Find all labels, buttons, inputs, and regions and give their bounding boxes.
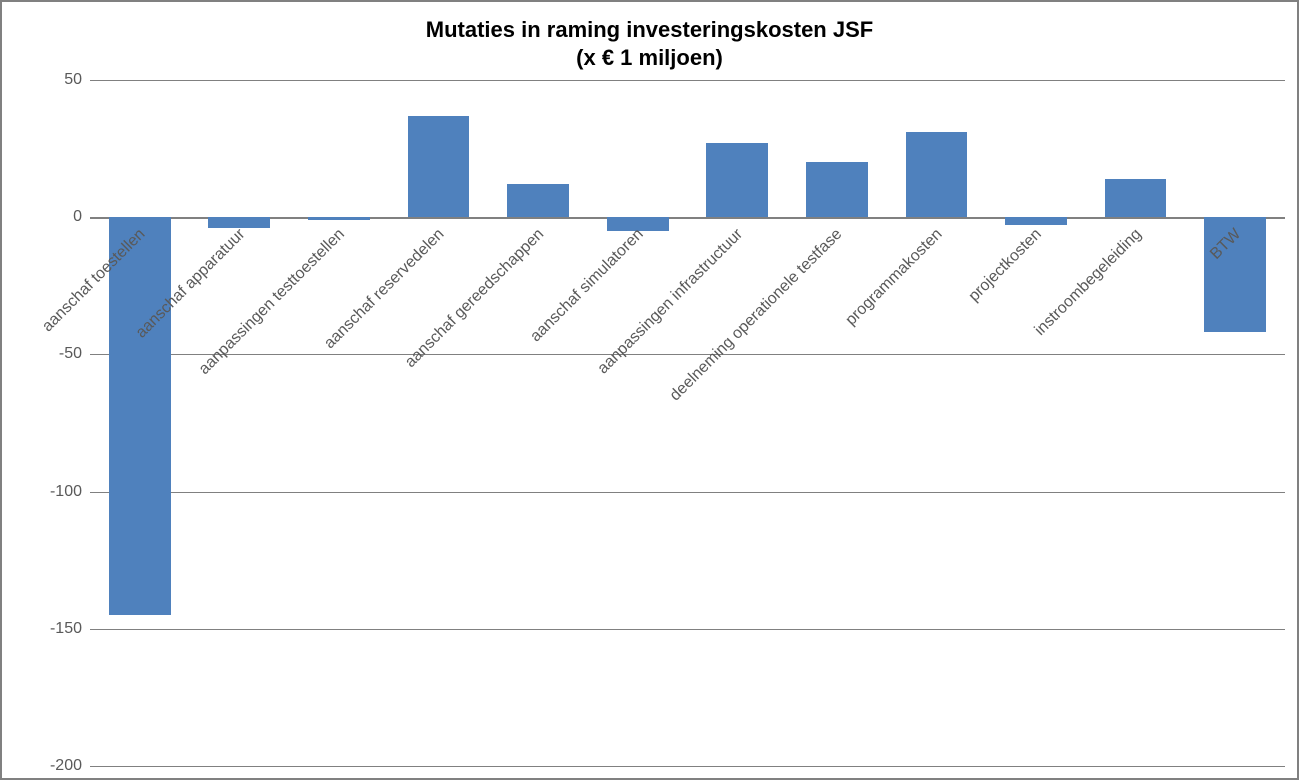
chart-title-line1: Mutaties in raming investeringskosten JS…	[426, 17, 873, 42]
bar	[906, 132, 968, 217]
bar-slot: BTW	[1185, 80, 1285, 766]
bar-slot: programmakosten	[887, 80, 987, 766]
bar-slot: aanpassingen testtoestellen	[289, 80, 389, 766]
bar	[208, 217, 270, 228]
y-axis-tick-label: -150	[50, 620, 90, 638]
bar	[308, 217, 370, 220]
bar	[507, 184, 569, 217]
bar	[1005, 217, 1067, 225]
y-axis-tick-label: 50	[64, 71, 90, 89]
y-axis-tick-label: 0	[73, 208, 90, 226]
chart-title: Mutaties in raming investeringskosten JS…	[2, 16, 1297, 71]
bar	[1105, 179, 1167, 217]
bar-slot: aanschaf gereedschappen	[488, 80, 588, 766]
bar	[706, 143, 768, 217]
y-axis-tick-label: -50	[59, 345, 90, 363]
bar	[109, 217, 171, 615]
chart-title-line2: (x € 1 miljoen)	[576, 45, 723, 70]
chart-container: Mutaties in raming investeringskosten JS…	[0, 0, 1299, 780]
plot-area: -200-150-100-50050aanschaf toestellenaan…	[90, 80, 1285, 766]
bar-slot: instroombegeleiding	[1086, 80, 1186, 766]
bar-slot: aanschaf simulatoren	[588, 80, 688, 766]
y-axis-tick-label: -100	[50, 483, 90, 501]
bar-slot: projectkosten	[986, 80, 1086, 766]
bar-slot: aanschaf toestellen	[90, 80, 190, 766]
bar-slot: aanschaf reservedelen	[389, 80, 489, 766]
bar-slot: aanpassingen infrastructuur	[688, 80, 788, 766]
gridline	[90, 766, 1285, 767]
bar-slot: deelneming operationele testfase	[787, 80, 887, 766]
bar	[408, 116, 470, 218]
bar	[806, 162, 868, 217]
bar-slot: aanschaf apparatuur	[190, 80, 290, 766]
y-axis-tick-label: -200	[50, 757, 90, 775]
